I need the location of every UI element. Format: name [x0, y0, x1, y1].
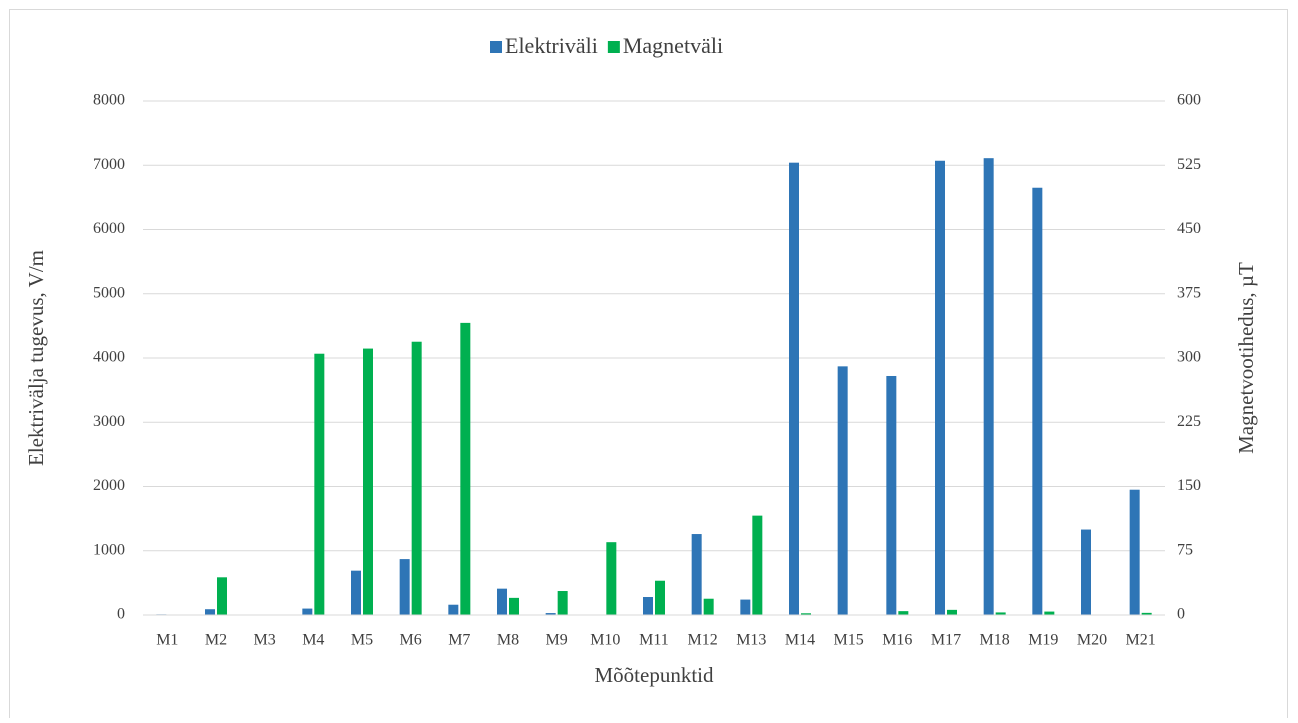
y2-tick-label: 150 — [1177, 477, 1201, 494]
bar — [1032, 187, 1043, 616]
bar — [1081, 529, 1091, 615]
y-tick-label: 6000 — [93, 220, 125, 237]
x-tick-label: M7 — [448, 632, 470, 649]
x-tick-label: M16 — [882, 632, 912, 649]
x-tick-label: M14 — [785, 632, 815, 649]
x-tick-label: M17 — [931, 632, 961, 649]
bar — [655, 580, 665, 615]
x-tick-label: M21 — [1126, 632, 1156, 649]
bar — [1129, 489, 1140, 615]
chart-frame — [9, 9, 1288, 723]
y-tick-label: 7000 — [93, 156, 125, 173]
x-tick-label: M20 — [1077, 632, 1107, 649]
bar — [983, 158, 994, 615]
x-tick-label: M13 — [736, 632, 766, 649]
bar — [606, 542, 617, 615]
x-tick-label: M5 — [351, 632, 373, 649]
bar — [752, 515, 763, 615]
y2-axis-label: Magnetvootihedus, µT — [1234, 262, 1258, 454]
x-tick-label: M9 — [546, 632, 568, 649]
y-tick-label: 3000 — [93, 413, 125, 430]
y2-tick-label: 0 — [1177, 606, 1185, 623]
bar — [557, 591, 568, 615]
y-axis-label: Elektrivälja tugevus, V/m — [24, 250, 48, 466]
y-tick-label: 1000 — [93, 541, 125, 558]
y2-tick-label: 225 — [1177, 413, 1201, 430]
bar — [448, 604, 459, 615]
y2-tick-label: 600 — [1177, 92, 1201, 109]
y2-tick-label: 375 — [1177, 284, 1201, 301]
bar — [886, 375, 897, 615]
x-tick-label: M6 — [400, 632, 422, 649]
x-tick-label: M10 — [590, 632, 620, 649]
bar — [898, 611, 909, 615]
y-tick-label: 4000 — [93, 349, 125, 366]
legend-swatch — [607, 41, 620, 53]
y-tick-label: 5000 — [93, 284, 125, 301]
bar — [947, 609, 957, 615]
bar — [460, 322, 471, 615]
bar — [205, 609, 215, 615]
bar — [363, 348, 373, 615]
bar — [1044, 611, 1055, 615]
x-tick-label: M8 — [497, 632, 519, 649]
y2-tick-label: 525 — [1177, 156, 1201, 173]
bar — [1141, 612, 1152, 615]
bar — [703, 598, 714, 615]
bar — [691, 534, 702, 615]
legend-swatch — [490, 41, 502, 53]
y2-tick-label: 300 — [1177, 349, 1201, 366]
bar — [314, 353, 325, 615]
bar — [351, 570, 361, 615]
bar — [935, 160, 945, 615]
x-tick-label: M12 — [688, 632, 718, 649]
bar — [302, 608, 313, 615]
legend-label: Magnetväli — [623, 33, 723, 58]
x-tick-label: M1 — [156, 632, 178, 649]
bar — [789, 162, 799, 615]
y-tick-label: 8000 — [93, 92, 125, 109]
y-tick-label: 0 — [117, 606, 125, 623]
x-tick-label: M2 — [205, 632, 227, 649]
bar — [740, 599, 751, 615]
y2-tick-label: 75 — [1177, 541, 1193, 558]
bar — [509, 597, 519, 615]
bar — [643, 597, 653, 615]
x-axis-label: Mõõtepunktid — [595, 663, 714, 687]
bar — [545, 613, 556, 615]
x-tick-label: M18 — [980, 632, 1010, 649]
bar — [995, 612, 1006, 615]
x-tick-label: M3 — [254, 632, 276, 649]
y2-tick-label: 450 — [1177, 220, 1201, 237]
bar — [801, 613, 811, 615]
bar — [497, 588, 507, 615]
x-tick-label: M19 — [1028, 632, 1058, 649]
x-tick-label: M11 — [639, 632, 669, 649]
bar — [399, 559, 410, 615]
bar — [217, 577, 227, 615]
y-tick-label: 2000 — [93, 477, 125, 494]
x-tick-label: M4 — [302, 632, 324, 649]
bar — [411, 341, 422, 615]
x-tick-label: M15 — [834, 632, 864, 649]
bar — [837, 366, 848, 615]
legend-label: Elektriväli — [505, 33, 598, 58]
